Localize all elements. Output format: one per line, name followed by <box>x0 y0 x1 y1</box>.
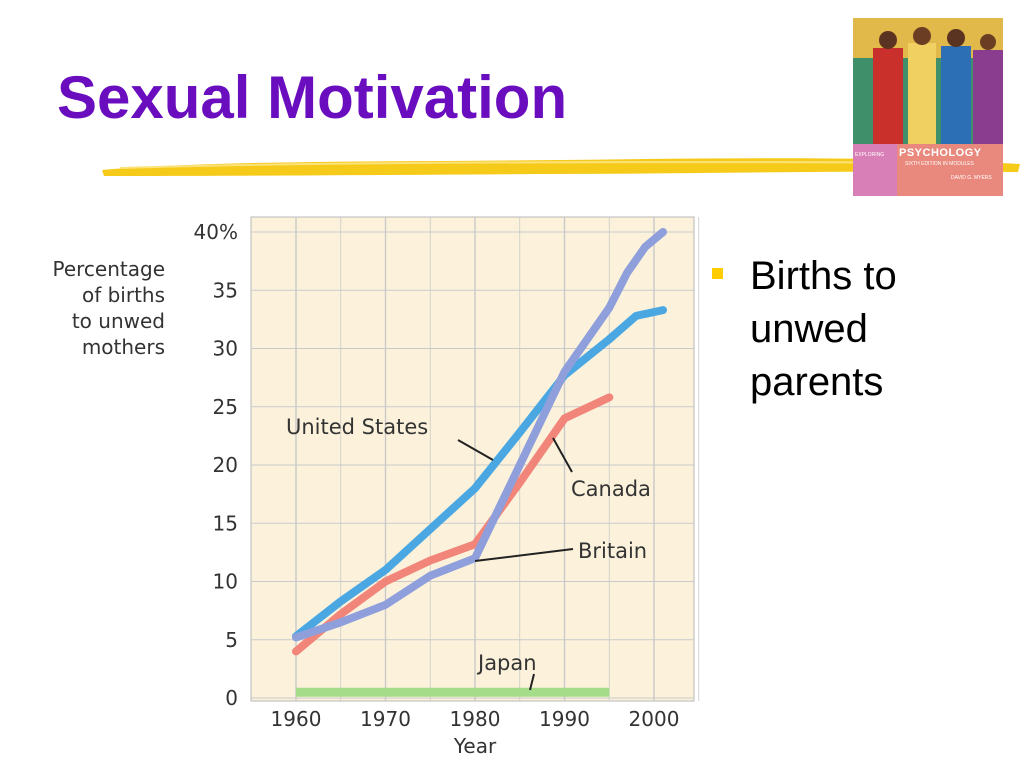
series-label-united-states: United States <box>286 415 428 439</box>
y-tick-label: 40% <box>194 220 238 244</box>
book-cover-band: EXPLORING PSYCHOLOGY SIXTH EDITION IN MO… <box>853 144 1003 196</box>
y-tick-label: 10 <box>213 570 238 594</box>
y-axis-label-line: mothers <box>82 335 165 359</box>
series-annotation-labels: United States Canada Britain Japan <box>286 415 651 675</box>
x-tick-label: 1970 <box>360 707 411 731</box>
series-line-united-states <box>292 306 667 641</box>
title-underline <box>102 158 1020 176</box>
x-tick-label: 1980 <box>450 707 501 731</box>
y-tick-label: 15 <box>213 511 238 535</box>
book-cover-name: PSYCHOLOGY <box>899 147 982 159</box>
y-tick-label: 20 <box>213 453 238 477</box>
series-line-britain <box>292 228 667 642</box>
slide-title: Sexual Motivation <box>57 64 568 131</box>
grid <box>251 217 700 701</box>
leader-line-canada <box>552 437 573 473</box>
book-cover-kicker: EXPLORING <box>855 152 885 158</box>
series-label-canada: Canada <box>571 477 651 501</box>
x-axis-label: Year <box>453 734 497 758</box>
bullet-marker <box>712 268 723 279</box>
series-lines <box>292 228 667 697</box>
series-label-britain: Britain <box>578 539 647 563</box>
x-axis-tick-labels: 1960 1970 1980 1990 2000 <box>271 707 680 731</box>
y-tick-label: 30 <box>213 337 238 361</box>
y-tick-label: 5 <box>225 628 238 652</box>
book-cover-edition: SIXTH EDITION IN MODULES <box>905 161 974 167</box>
book-cover-author: DAVID G. MYERS <box>951 175 992 181</box>
y-axis-label-line: Percentage <box>52 257 165 281</box>
book-cover-art <box>853 18 1003 144</box>
y-axis-label-line: to unwed <box>72 309 165 333</box>
y-tick-label: 25 <box>213 395 238 419</box>
series-line-canada <box>292 393 614 656</box>
line-chart: 0 5 10 15 20 25 30 35 40% 1960 1970 1980 1990 2000 U… <box>0 200 700 768</box>
annotation-leaders <box>457 437 574 691</box>
y-axis-tick-labels: 0 5 10 15 20 25 30 35 40% <box>194 220 238 710</box>
x-tick-label: 2000 <box>629 707 680 731</box>
leader-line-britain <box>474 548 574 562</box>
book-cover-image: EXPLORING PSYCHOLOGY SIXTH EDITION IN MO… <box>853 18 1003 196</box>
leader-line-united-states <box>457 439 494 461</box>
y-tick-label: 0 <box>225 686 238 710</box>
title-underline-highlight <box>119 161 1001 169</box>
bullet-item-births: Births to unwed parents <box>750 254 897 404</box>
chart-svg: 0 5 10 15 20 25 30 35 40% 1960 1970 1980 1990 2000 U… <box>52 216 700 758</box>
leader-line-japan <box>529 673 535 691</box>
plot-background <box>250 216 695 702</box>
book-cover-swatch <box>853 144 897 196</box>
x-tick-label: 1990 <box>539 707 590 731</box>
x-tick-label: 1960 <box>271 707 322 731</box>
y-tick-label: 35 <box>213 278 238 302</box>
series-label-japan: Japan <box>476 651 537 675</box>
y-axis-label-line: of births <box>82 283 165 307</box>
